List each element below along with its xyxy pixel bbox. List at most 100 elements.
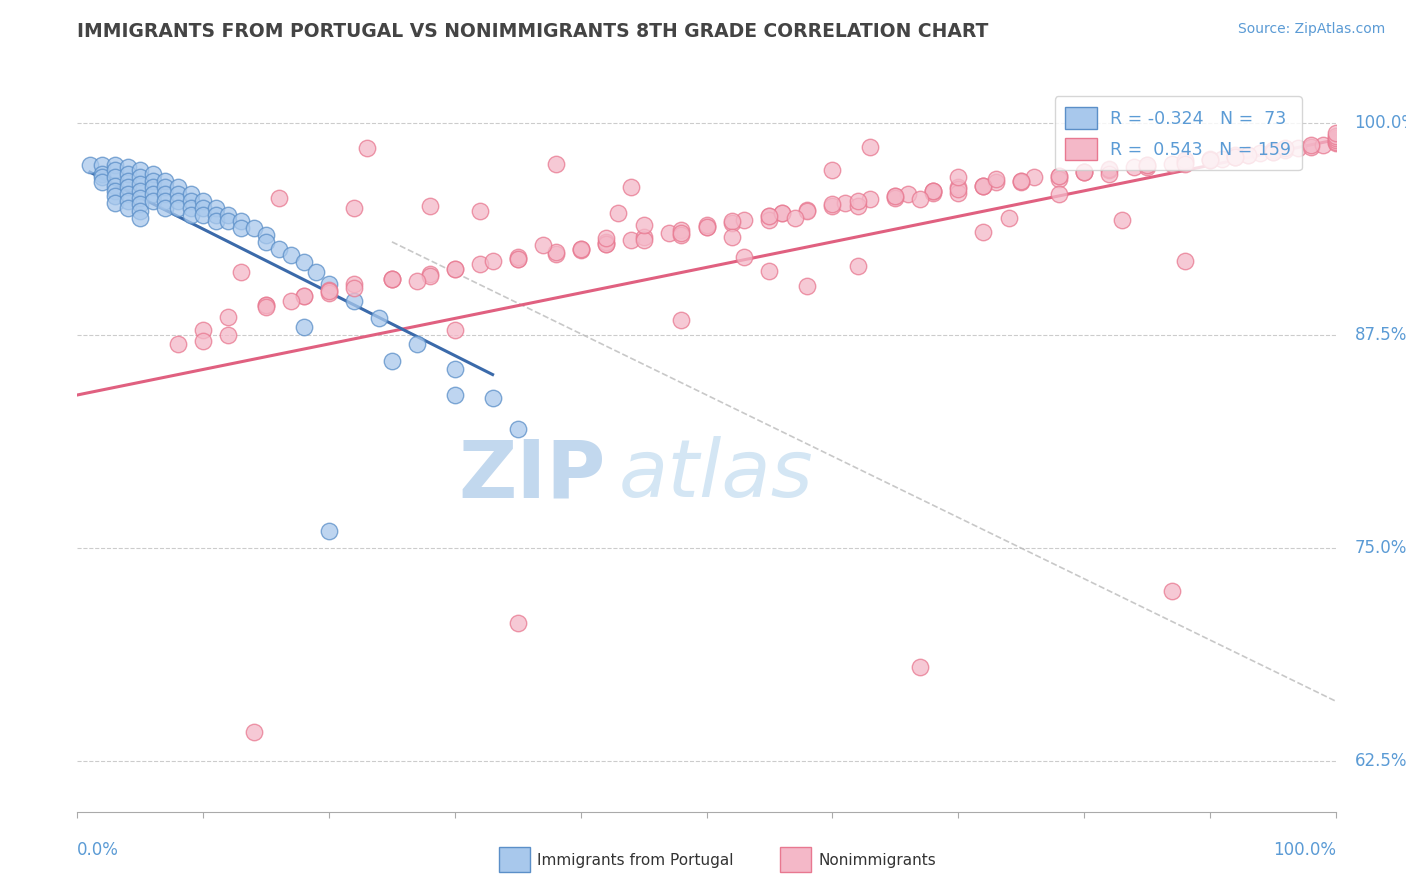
Point (1198, 153, 1220, 168)
Point (972, 178, 994, 193)
Point (1236, 148, 1258, 162)
Point (229, 265, 252, 279)
Point (1261, 143, 1284, 157)
Point (1236, 148, 1258, 162)
Point (1223, 150, 1246, 164)
Point (770, 206, 793, 220)
Point (204, 214, 226, 228)
Point (633, 229, 655, 244)
Point (948, 170, 970, 185)
Point (444, 262, 467, 277)
Point (142, 174, 165, 188)
Point (1223, 148, 1246, 162)
Point (242, 221, 264, 235)
Point (607, 206, 630, 220)
Point (167, 194, 190, 208)
Point (984, 172, 1007, 186)
Point (1136, 158, 1159, 172)
Point (1098, 161, 1121, 176)
Point (267, 191, 290, 205)
Point (922, 184, 945, 198)
Text: Source: ZipAtlas.com: Source: ZipAtlas.com (1237, 22, 1385, 37)
Point (191, 208, 215, 222)
Point (1174, 155, 1197, 169)
Point (1324, 126, 1347, 140)
Point (191, 334, 215, 348)
Point (204, 208, 226, 222)
Point (254, 300, 277, 314)
Point (381, 272, 404, 286)
Point (155, 201, 177, 215)
Point (633, 233, 655, 247)
Point (318, 285, 340, 300)
Point (569, 244, 592, 258)
Point (117, 167, 139, 181)
Point (444, 362, 467, 376)
Point (91, 170, 114, 185)
Point (292, 320, 315, 334)
Point (1047, 187, 1070, 202)
Point (696, 218, 718, 232)
Text: 0.0%: 0.0% (77, 841, 120, 859)
Point (846, 199, 869, 213)
Point (318, 524, 340, 538)
Point (468, 204, 491, 219)
Point (948, 180, 970, 194)
Point (104, 189, 127, 203)
Point (1073, 165, 1095, 179)
Point (1261, 145, 1284, 159)
Point (720, 216, 742, 230)
Point (117, 201, 139, 215)
Point (506, 252, 529, 266)
Point (1324, 136, 1347, 151)
Point (783, 211, 806, 225)
Point (948, 182, 970, 196)
Point (305, 265, 328, 279)
Point (381, 272, 404, 286)
Point (884, 189, 907, 203)
Point (696, 219, 718, 234)
Point (129, 197, 152, 211)
Point (204, 201, 226, 215)
Point (821, 197, 844, 211)
Point (897, 187, 920, 202)
Point (242, 724, 264, 739)
Point (569, 242, 592, 256)
Point (104, 158, 127, 172)
Point (280, 294, 302, 309)
Point (884, 189, 907, 203)
Point (1098, 167, 1121, 181)
Point (884, 191, 907, 205)
Point (544, 245, 567, 260)
Point (972, 225, 994, 239)
Point (104, 163, 127, 178)
Point (318, 277, 340, 292)
Point (1010, 174, 1032, 188)
Point (444, 323, 467, 337)
Point (129, 184, 152, 198)
Point (444, 388, 467, 402)
Point (758, 212, 780, 227)
Point (381, 272, 404, 286)
Point (658, 227, 681, 241)
Point (1047, 172, 1070, 186)
Point (343, 277, 366, 292)
Point (406, 274, 429, 288)
Point (155, 180, 177, 194)
Point (1123, 160, 1146, 174)
Point (1261, 145, 1284, 159)
Point (922, 186, 945, 200)
Point (267, 242, 290, 256)
Point (104, 184, 127, 198)
Point (180, 187, 202, 202)
Point (343, 294, 366, 309)
Point (846, 259, 869, 273)
Point (720, 214, 742, 228)
Point (129, 204, 152, 219)
Point (180, 194, 202, 208)
Point (620, 233, 643, 247)
Point (481, 253, 503, 268)
Point (229, 214, 252, 228)
Point (696, 219, 718, 234)
Text: 100.0%: 100.0% (1272, 841, 1336, 859)
